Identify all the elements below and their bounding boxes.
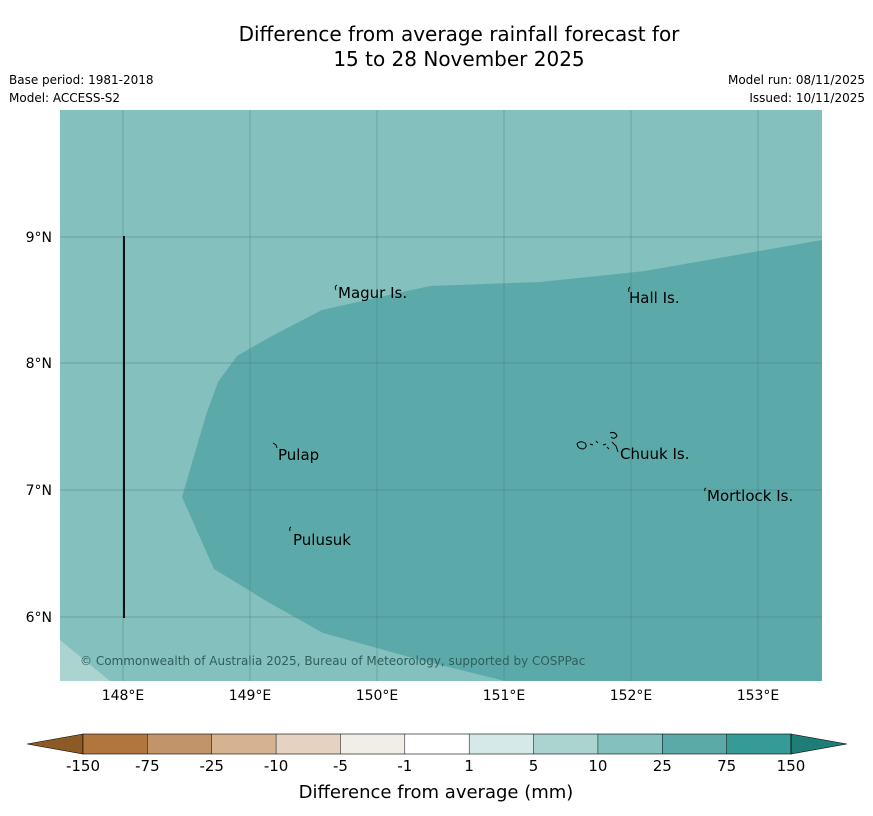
colorbar-tick-label: -5 [333, 757, 348, 775]
model-text: Model: ACCESS-S2 [9, 91, 121, 105]
place-label: Pulusuk [293, 531, 351, 549]
colorbar-segment [404, 734, 470, 754]
island-outlines [272, 284, 707, 532]
issued-text: Issued: 10/11/2025 [749, 91, 865, 105]
chuuk-lagoon-shape [576, 431, 619, 453]
colorbar-tick-label: -25 [199, 757, 224, 775]
metadata-right: Model run: 08/11/2025 Issued: 10/11/2025 [728, 71, 865, 107]
colorbar-outline [82, 733, 792, 755]
pulap-island-shape [272, 442, 278, 449]
graticule [60, 110, 822, 681]
model-run-text: Model run: 08/11/2025 [727, 73, 865, 87]
lon-label: 148°E [102, 688, 145, 704]
colorbar-title: Difference from average (mm) [299, 782, 574, 803]
colorbar-segment [726, 734, 791, 754]
colorbar-segment [211, 734, 277, 754]
lat-axis: 9°N 8°N 7°N 6°N [26, 230, 52, 626]
colorbar-extend-high [790, 733, 848, 755]
place-label: Hall Is. [629, 289, 680, 307]
colorbar-tick-label: 150 [777, 757, 806, 775]
colorbar-segment [83, 734, 148, 754]
hall-island-shape [628, 286, 631, 293]
colorbar-segment [340, 734, 405, 754]
colorbar-segment [597, 734, 663, 754]
title-line-2: 15 to 28 November 2025 [333, 47, 585, 71]
map-area: Magur Is. Hall Is. Pulap Chuuk Is. Mortl… [60, 110, 822, 681]
title-line-1: Difference from average rainfall forecas… [238, 22, 680, 46]
colorbar-tick-label: -1 [397, 757, 412, 775]
colorbar-segment [276, 734, 341, 754]
mortlock-island-shape [704, 487, 707, 492]
colorbar-tick-label: -10 [264, 757, 289, 775]
lon-label: 153°E [737, 688, 780, 704]
map-title: Difference from average rainfall forecas… [0, 22, 873, 72]
lon-label: 152°E [610, 688, 653, 704]
colorbar-tick-label: 25 [653, 757, 672, 775]
colorbar-tick-label: 10 [588, 757, 607, 775]
colorbar-segment [469, 734, 534, 754]
place-label: Pulap [278, 446, 319, 464]
region-25-to-75mm [182, 240, 822, 681]
colorbar-tick-label: 5 [529, 757, 539, 775]
copyright-text: © Commonwealth of Australia 2025, Bureau… [80, 654, 585, 668]
lon-label: 149°E [229, 688, 272, 704]
place-label: Magur Is. [338, 284, 407, 302]
magur-island-shape [334, 284, 338, 291]
region-5-to-10mm [60, 640, 110, 681]
colorbar-tick-label: 75 [717, 757, 736, 775]
colorbar-segment [533, 734, 598, 754]
pulusuk-island-shape [289, 526, 292, 532]
colorbar-extend-low [26, 733, 84, 755]
lon-label: 151°E [483, 688, 526, 704]
colorbar-segment [147, 734, 212, 754]
colorbar-tick-label: 1 [464, 757, 474, 775]
place-label: Mortlock Is. [707, 487, 793, 505]
lat-label: 9°N [26, 230, 52, 246]
colorbar-tick-label: -75 [135, 757, 160, 775]
lat-label: 8°N [26, 356, 52, 372]
place-label: Chuuk Is. [620, 445, 689, 463]
colorbar-tick-label: -150 [66, 757, 100, 775]
lat-label: 7°N [26, 483, 52, 499]
base-period-text: Base period: 1981-2018 [9, 73, 154, 87]
colorbar-segment [662, 734, 727, 754]
lat-label: 6°N [26, 610, 52, 626]
lon-axis: 148°E 149°E 150°E 151°E 152°E 153°E [102, 688, 780, 704]
lon-label: 150°E [356, 688, 399, 704]
colorbar: -150 -75 -25 -10 -5 -1 1 5 10 25 75 150 [26, 733, 848, 775]
metadata-left: Base period: 1981-2018 Model: ACCESS-S2 [9, 71, 154, 107]
